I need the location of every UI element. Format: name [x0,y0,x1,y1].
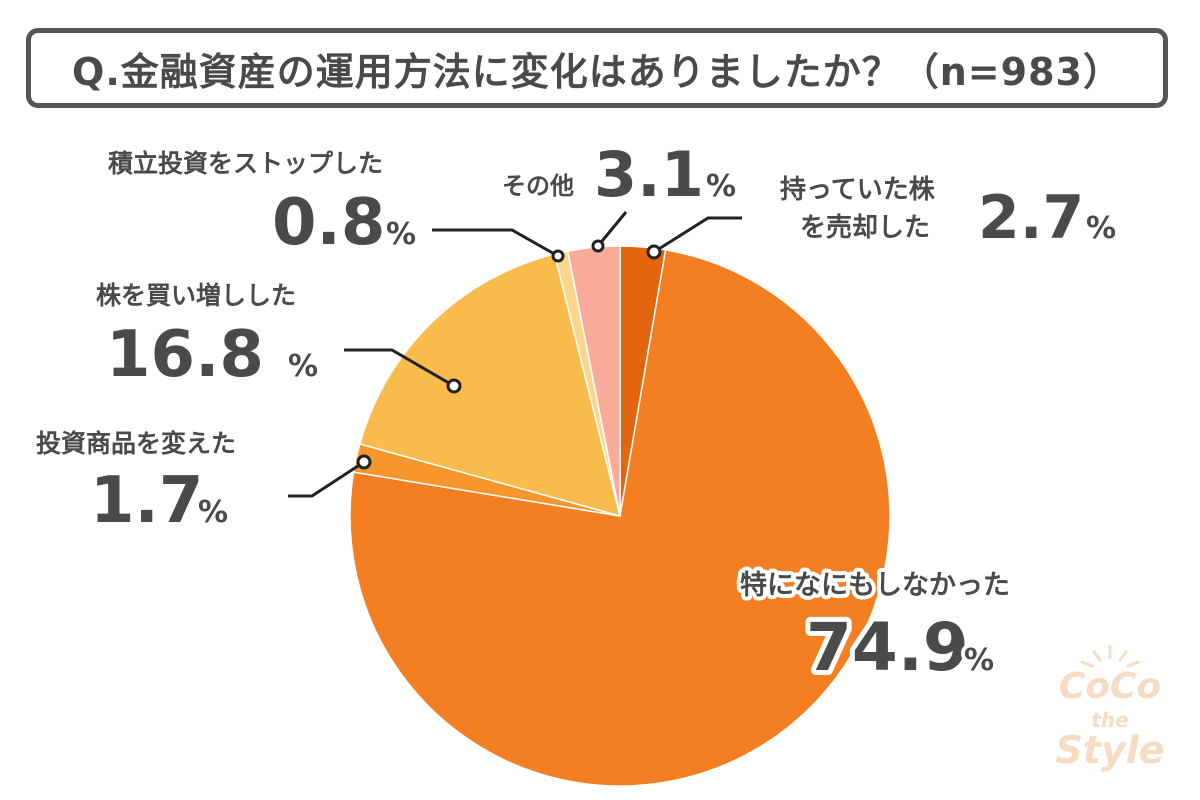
leader-dot-sell [646,244,662,260]
label-change-name: 投資商品を変えた [36,429,236,458]
leader-dot-change [356,454,372,470]
label-change-value: 1.7 [90,464,203,538]
title-box: Q.金融資産の運用方法に変化はありましたか？（n=983） [26,28,1168,108]
leader-line-sell [653,216,742,254]
label-sell-line2: を売却した [800,213,930,243]
label-other-value: 3.1 [594,138,704,211]
leader-line-change [288,460,365,498]
label-nothing-value: 74.9 [806,609,969,686]
watermark-line3: Style [1055,728,1165,772]
label-stop-value: 0.8 [272,186,385,260]
label-stop-name: 積立投資をストップした [108,149,383,178]
label-sell-line1: 持っていた株 [780,175,936,205]
watermark-line1: CoCo [1058,666,1162,707]
watermark-line2: the [1091,708,1129,732]
label-buy-pct: % [288,349,318,384]
label-change-pct: % [198,495,228,530]
leader-dots [356,239,662,470]
leader-line-stop [432,228,559,258]
pie-slice-3 [358,253,622,518]
label-nothing-pct: % [964,643,994,678]
sun-rays-icon [1080,644,1140,668]
leader-dot-buy [446,378,462,394]
pie-slice-1 [349,249,891,787]
label-other-name: その他 [502,172,574,200]
pie-slices [349,245,891,787]
leader-dot-other [591,239,605,253]
leader-lines [288,211,742,498]
label-other-pct: % [706,169,736,204]
label-nothing-name: 特になにもしなかった [740,570,1010,601]
leader-line-buy [344,348,455,388]
label-sell-pct: % [1086,211,1116,246]
watermark-logo: CoCo the Style [1040,640,1190,780]
label-buy-value: 16.8 [106,318,264,392]
label-buy-name: 株を買い増しした [96,281,296,310]
label-stop-pct: % [386,217,416,252]
leader-line-other [596,211,628,247]
label-sell-value: 2.7 [978,183,1084,253]
chart-title: Q.金融資産の運用方法に変化はありましたか？（n=983） [72,49,1122,94]
leader-dot-stop [551,249,565,263]
